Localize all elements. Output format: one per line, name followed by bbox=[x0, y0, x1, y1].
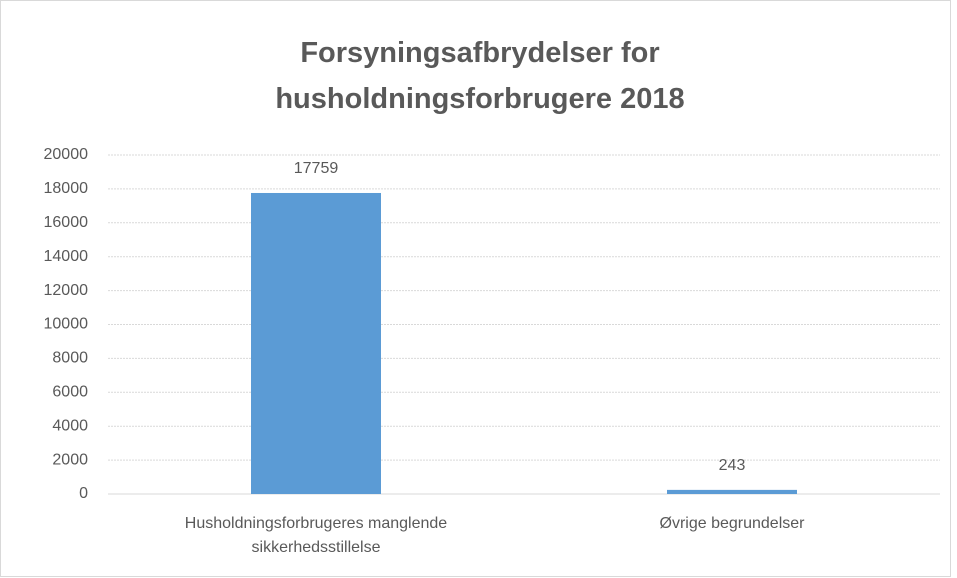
y-tick-label: 10000 bbox=[44, 316, 89, 333]
bar bbox=[251, 192, 381, 494]
chart-title: Forsyningsafbrydelser for husholdningsfo… bbox=[275, 37, 685, 115]
y-tick-label: 16000 bbox=[44, 214, 89, 231]
bar bbox=[667, 489, 797, 494]
y-tick-label: 8000 bbox=[52, 350, 88, 367]
x-tick-label: Øvrige begrundelser bbox=[659, 515, 805, 532]
y-tick-label: 14000 bbox=[44, 248, 89, 265]
y-tick-label: 2000 bbox=[52, 451, 88, 468]
y-tick-label: 6000 bbox=[52, 384, 88, 401]
y-tick-label: 12000 bbox=[44, 282, 89, 299]
x-tick-label: Husholdningsforbrugeres manglende sikker… bbox=[184, 515, 448, 556]
data-label: 17759 bbox=[294, 160, 339, 177]
y-tick-label: 4000 bbox=[52, 417, 88, 434]
y-tick-label: 18000 bbox=[44, 180, 89, 197]
y-tick-label: 20000 bbox=[44, 146, 89, 163]
data-label: 243 bbox=[719, 457, 746, 474]
y-tick-label: 0 bbox=[79, 485, 88, 502]
